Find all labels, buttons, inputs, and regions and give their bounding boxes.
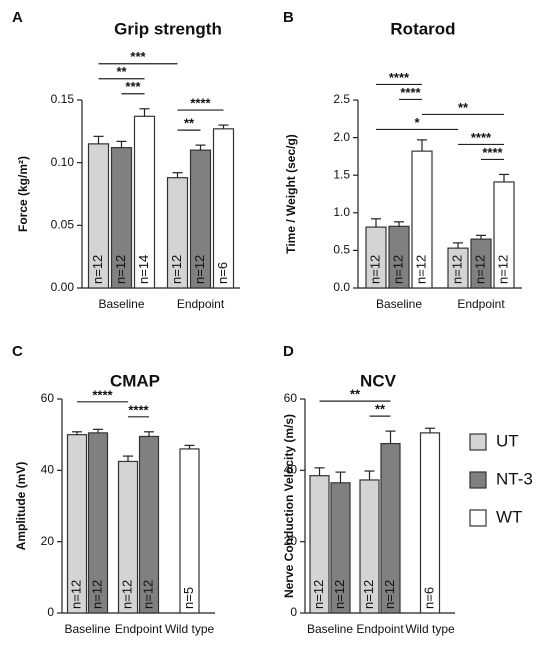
panel-letter: A (12, 9, 23, 26)
legend-label: WT (496, 507, 522, 526)
significance-label: **** (400, 85, 421, 100)
chart-title: Grip strength (114, 19, 222, 38)
significance-label: **** (128, 402, 149, 417)
significance-label: **** (471, 130, 492, 145)
n-label: n=12 (367, 255, 382, 284)
x-tick-label: Baseline (376, 297, 422, 311)
x-tick-label: Wild type (165, 622, 215, 636)
significance-label: * (414, 115, 420, 130)
y-tick-label: 0.5 (333, 243, 350, 257)
x-tick-label: Endpoint (177, 297, 225, 311)
significance-label: ** (184, 116, 195, 131)
n-label: n=6 (215, 262, 230, 284)
significance-label: *** (130, 49, 146, 64)
significance-label: ** (458, 100, 469, 115)
n-label: n=12 (89, 580, 104, 609)
legend-swatch (469, 433, 487, 451)
x-tick-label: Baseline (307, 622, 353, 636)
significance-label: **** (190, 96, 211, 111)
significance-label: ** (350, 387, 361, 402)
x-tick-label: Baseline (98, 297, 144, 311)
panel-letter: C (12, 343, 23, 360)
y-tick-label: 0.0 (333, 280, 350, 294)
significance-label: ** (375, 402, 386, 417)
x-tick-label: Endpoint (457, 297, 505, 311)
y-tick-label: 40 (41, 463, 55, 477)
legend-label: NT-3 (496, 469, 533, 488)
y-axis-label: Amplitude (mV) (14, 462, 28, 551)
y-tick-label: 0.00 (51, 280, 75, 294)
legend-swatch (469, 471, 487, 489)
n-label: n=12 (192, 255, 207, 284)
legend-swatch (469, 509, 487, 527)
y-tick-label: 0.05 (51, 218, 75, 232)
n-label: n=12 (332, 580, 347, 609)
panel-letter: D (283, 343, 294, 360)
n-label: n=12 (413, 255, 428, 284)
chart-title: NCV (360, 371, 397, 390)
x-tick-label: Endpoint (115, 622, 163, 636)
y-tick-label: 0 (290, 605, 297, 619)
y-tick-label: 0.10 (51, 155, 75, 169)
y-tick-label: 60 (41, 391, 55, 405)
chart-title: CMAP (110, 371, 160, 390)
y-tick-label: 1.5 (333, 167, 350, 181)
panel-letter: B (283, 9, 294, 26)
y-tick-label: 20 (284, 534, 298, 548)
x-tick-label: Wild type (405, 622, 455, 636)
n-label: n=12 (90, 255, 105, 284)
significance-label: *** (125, 79, 141, 94)
y-tick-label: 40 (284, 463, 298, 477)
n-label: n=12 (472, 255, 487, 284)
y-tick-label: 2.0 (333, 130, 350, 144)
n-label: n=12 (449, 255, 464, 284)
y-tick-label: 2.5 (333, 92, 350, 106)
significance-label: **** (482, 145, 503, 160)
y-tick-label: 0 (47, 605, 54, 619)
y-axis-label: Nerve Conduction Velocity (m/s) (282, 414, 296, 598)
n-label: n=12 (169, 255, 184, 284)
n-label: n=12 (382, 580, 397, 609)
n-label: n=12 (495, 255, 510, 284)
y-axis-label: Force (kg/m²) (16, 156, 30, 232)
n-label: n=12 (113, 255, 128, 284)
y-tick-label: 1.0 (333, 205, 350, 219)
y-axis-label: Time / Weight (sec/g) (284, 134, 298, 254)
x-tick-label: Endpoint (356, 622, 404, 636)
n-label: n=14 (136, 255, 151, 284)
chart-title: Rotarod (390, 19, 455, 38)
significance-label: ** (116, 64, 127, 79)
y-tick-label: 60 (284, 391, 298, 405)
n-label: n=12 (140, 580, 155, 609)
n-label: n=5 (181, 587, 196, 609)
n-label: n=12 (119, 580, 134, 609)
x-tick-label: Baseline (64, 622, 110, 636)
y-tick-label: 0.15 (51, 92, 75, 106)
n-label: n=12 (390, 255, 405, 284)
n-label: n=12 (68, 580, 83, 609)
legend-label: UT (496, 431, 519, 450)
bar (419, 432, 441, 614)
n-label: n=6 (421, 587, 436, 609)
y-tick-label: 20 (41, 534, 55, 548)
significance-label: **** (92, 387, 113, 402)
n-label: n=12 (311, 580, 326, 609)
n-label: n=12 (361, 580, 376, 609)
significance-label: **** (389, 70, 410, 85)
